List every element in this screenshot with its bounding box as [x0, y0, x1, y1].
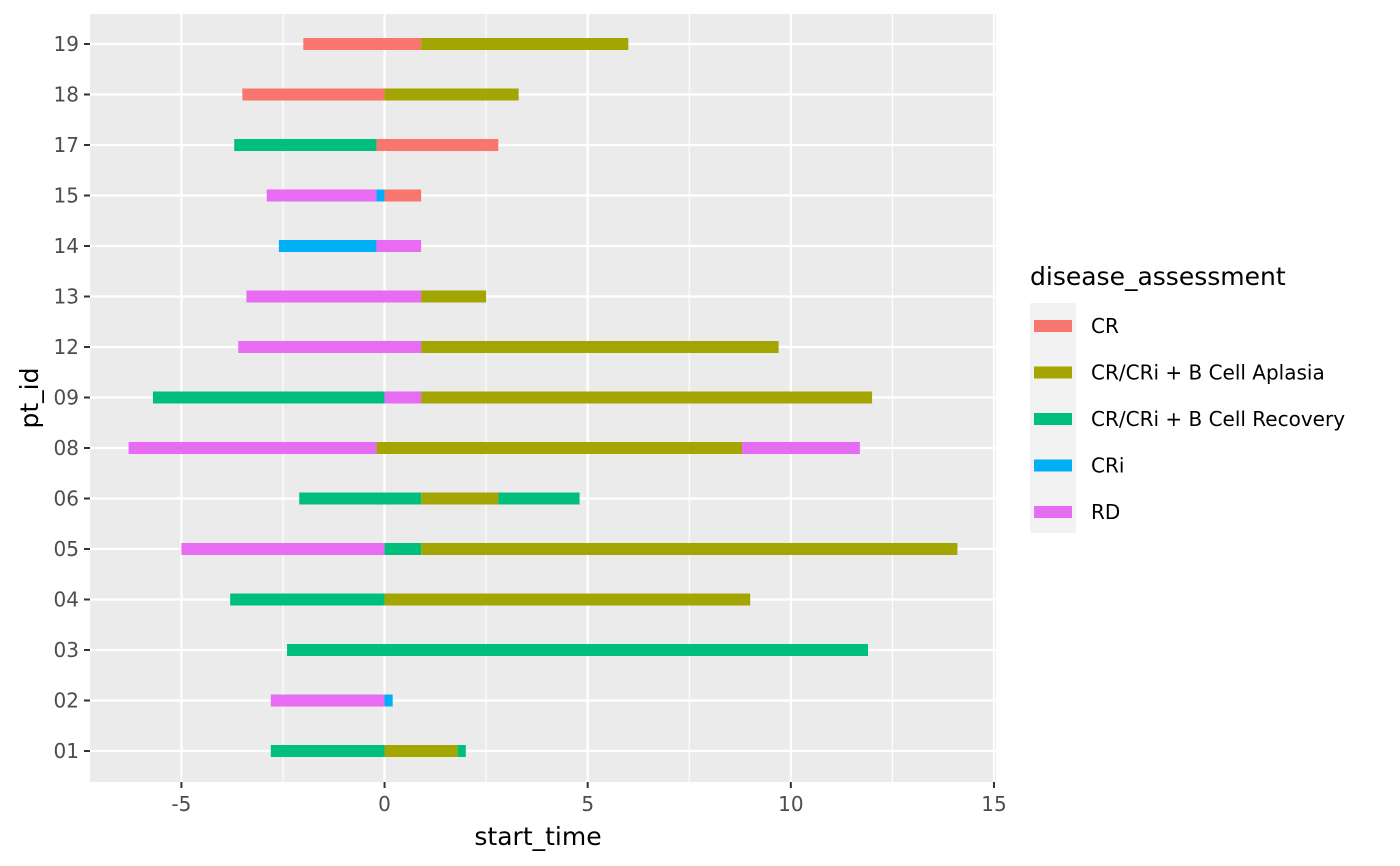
- bar-segment-01: [458, 745, 466, 757]
- bar-segment-15: [385, 190, 422, 202]
- bar-segment-15: [267, 190, 377, 202]
- y-tick-label: 17: [54, 133, 79, 157]
- y-tick-label: 06: [54, 487, 79, 511]
- legend-key-swatch: [1034, 506, 1072, 518]
- legend-label: CRi: [1091, 454, 1124, 478]
- bar-segment-14: [279, 240, 377, 252]
- y-tick-label: 03: [54, 638, 79, 662]
- bar-segment-13: [421, 291, 486, 303]
- bar-segment-06: [498, 493, 579, 505]
- bar-segment-08: [742, 442, 860, 454]
- y-tick-label: 12: [54, 335, 79, 359]
- bar-segment-18: [242, 89, 384, 101]
- y-tick-label: 18: [54, 83, 79, 107]
- y-tick-label: 05: [54, 537, 79, 561]
- x-tick-label: -5: [171, 792, 191, 816]
- bar-segment-05: [181, 543, 384, 555]
- bar-segment-03: [287, 644, 868, 656]
- x-tick-label: 10: [778, 792, 803, 816]
- bar-segment-09: [385, 392, 422, 404]
- bar-segment-09: [153, 392, 385, 404]
- bar-segment-19: [421, 38, 628, 50]
- bar-segment-18: [385, 89, 519, 101]
- y-tick-label: 01: [54, 739, 79, 763]
- legend-title: disease_assessment: [1030, 262, 1286, 291]
- bar-segment-14: [376, 240, 421, 252]
- y-tick-label: 19: [54, 32, 79, 56]
- legend-label: CR/CRi + B Cell Recovery: [1091, 407, 1345, 431]
- x-tick-label: 15: [981, 792, 1006, 816]
- bar-segment-04: [385, 594, 751, 606]
- bar-segment-19: [303, 38, 421, 50]
- y-tick-label: 04: [54, 588, 79, 612]
- legend-key-swatch: [1034, 367, 1072, 379]
- bar-segment-05: [385, 543, 422, 555]
- bar-segment-15: [376, 190, 384, 202]
- bar-segment-08: [129, 442, 377, 454]
- legend-key-swatch: [1034, 413, 1072, 425]
- bar-segment-08: [376, 442, 742, 454]
- x-tick-label: 5: [581, 792, 594, 816]
- legend-label: CR: [1091, 314, 1119, 338]
- y-tick-label: 13: [54, 285, 79, 309]
- bar-segment-02: [385, 695, 393, 707]
- bar-segment-02: [271, 695, 385, 707]
- y-tick-label: 08: [54, 436, 79, 460]
- bar-segment-09: [421, 392, 872, 404]
- y-tick-label: 14: [54, 234, 79, 258]
- bar-segment-06: [421, 493, 498, 505]
- legend-key-swatch: [1034, 320, 1072, 332]
- bar-segment-12: [238, 341, 421, 353]
- x-axis-title: start_time: [474, 822, 601, 851]
- bar-segment-01: [385, 745, 458, 757]
- bar-segment-04: [230, 594, 384, 606]
- legend-label: CR/CRi + B Cell Aplasia: [1091, 361, 1325, 385]
- y-tick-label: 09: [54, 386, 79, 410]
- x-tick-label: 0: [378, 792, 391, 816]
- bar-segment-05: [421, 543, 957, 555]
- bar-segment-17: [376, 139, 498, 151]
- y-tick-label: 02: [54, 689, 79, 713]
- bar-segment-12: [421, 341, 779, 353]
- y-tick-label: 15: [54, 184, 79, 208]
- bar-segment-17: [234, 139, 376, 151]
- bar-segment-01: [271, 745, 385, 757]
- bar-segment-06: [299, 493, 421, 505]
- bar-segment-13: [246, 291, 421, 303]
- y-axis-title: pt_id: [15, 368, 44, 429]
- legend-key-swatch: [1034, 460, 1072, 472]
- legend-label: RD: [1091, 500, 1120, 524]
